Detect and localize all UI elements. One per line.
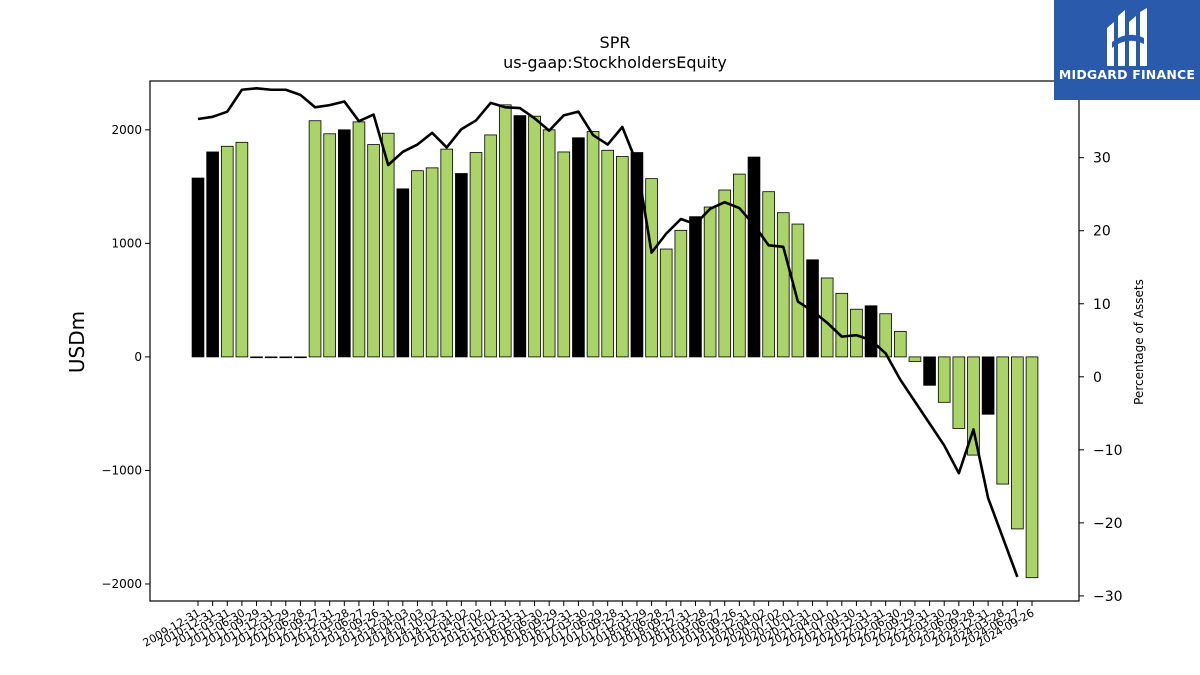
bar (835, 292, 849, 358)
bar (791, 223, 805, 358)
bar (572, 137, 585, 358)
y2-axis-label: Percentage of Assets (1132, 279, 1146, 405)
bar (1011, 356, 1024, 530)
y-tick-label: 0 (134, 350, 142, 364)
y-axis-ticks: −2000 −1000 0 1000 2000 (101, 123, 150, 591)
y-tick-label: −2000 (101, 577, 142, 591)
bar (191, 177, 205, 358)
y-tick-label: 1000 (111, 236, 142, 250)
brand-logo: MIDGARD FINANCE (1054, 0, 1200, 100)
bar (396, 188, 410, 358)
bar-series (191, 104, 1039, 579)
bar (279, 356, 293, 359)
bar (820, 277, 834, 358)
bar (338, 129, 351, 358)
bar (1025, 356, 1039, 579)
bar (411, 170, 424, 358)
bar (557, 151, 571, 358)
y2-tick-label: −20 (1093, 516, 1123, 532)
bar (908, 356, 922, 362)
y-tick-label: 2000 (111, 123, 142, 137)
bar (469, 152, 483, 358)
bar (206, 151, 219, 358)
bar (425, 167, 439, 358)
bar (498, 104, 512, 358)
y2-tick-label: −10 (1093, 443, 1123, 459)
bar (367, 144, 380, 358)
bar (952, 356, 966, 429)
x-axis-ticks: 2009-12-312010-12-312011-03-312011-06-30… (141, 601, 1037, 650)
bar (440, 148, 454, 358)
bar (630, 152, 644, 358)
y2-tick-label: 30 (1093, 151, 1111, 167)
percentage-line (197, 87, 1019, 578)
y2-axis-ticks: −30−20−10010203040 (1079, 78, 1123, 605)
bar (616, 156, 629, 358)
bar (762, 191, 775, 358)
bar (850, 308, 863, 358)
bar (981, 356, 995, 415)
y2-tick-label: 10 (1093, 297, 1111, 313)
plot-frame (149, 80, 1080, 602)
bar (645, 178, 658, 358)
bar (967, 356, 980, 456)
bar (747, 156, 761, 358)
bar (513, 115, 527, 358)
bar (250, 356, 263, 359)
bar (308, 120, 322, 358)
bar (864, 305, 878, 358)
bar (923, 356, 936, 386)
bar (879, 313, 892, 358)
y2-tick-label: 0 (1093, 370, 1102, 386)
bar (455, 173, 468, 358)
bar (659, 248, 673, 358)
bar (718, 189, 732, 358)
bar (733, 173, 746, 358)
bar (689, 216, 702, 358)
y-tick-label: −1000 (101, 463, 142, 477)
bar (323, 133, 336, 358)
bar (703, 206, 717, 358)
bar (996, 356, 1010, 485)
bar (294, 356, 307, 359)
bar (776, 212, 790, 358)
bar (674, 229, 688, 358)
bar (264, 356, 278, 359)
bar (894, 330, 907, 358)
bar (528, 115, 541, 358)
logo-mark-icon (1107, 8, 1147, 66)
line-series (197, 87, 1019, 578)
bar (381, 132, 395, 358)
logo-text: MIDGARD FINANCE (1058, 67, 1196, 82)
y-axis-label: USDm (65, 311, 89, 373)
bar (484, 134, 497, 358)
chart-subtitle: us-gaap:StockholdersEquity (503, 53, 727, 72)
y2-tick-label: 20 (1093, 224, 1111, 240)
bar (235, 141, 249, 358)
bar (937, 356, 951, 403)
chart-title: SPR (600, 33, 631, 52)
bar (601, 149, 614, 358)
bar (220, 145, 234, 358)
bar (352, 121, 366, 358)
bar (542, 129, 556, 358)
bar (586, 131, 600, 358)
y2-tick-label: −30 (1093, 589, 1123, 605)
